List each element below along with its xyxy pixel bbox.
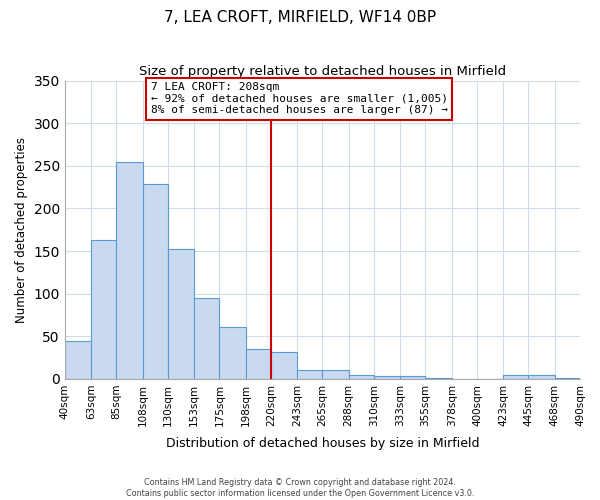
Bar — [425, 378, 452, 379]
Text: 7, LEA CROFT, MIRFIELD, WF14 0BP: 7, LEA CROFT, MIRFIELD, WF14 0BP — [164, 10, 436, 25]
Text: 7 LEA CROFT: 208sqm
← 92% of detached houses are smaller (1,005)
8% of semi-deta: 7 LEA CROFT: 208sqm ← 92% of detached ho… — [151, 82, 448, 116]
Title: Size of property relative to detached houses in Mirfield: Size of property relative to detached ho… — [139, 65, 506, 78]
Y-axis label: Number of detached properties: Number of detached properties — [15, 136, 28, 322]
Bar — [374, 376, 400, 379]
Bar — [580, 378, 600, 379]
Text: Contains HM Land Registry data © Crown copyright and database right 2024.
Contai: Contains HM Land Registry data © Crown c… — [126, 478, 474, 498]
Bar — [116, 162, 143, 379]
Bar — [245, 349, 271, 379]
Bar — [91, 240, 116, 379]
Bar — [271, 352, 297, 379]
Bar — [194, 298, 220, 379]
Bar — [400, 376, 425, 379]
Bar — [529, 374, 555, 379]
Bar — [220, 327, 245, 379]
Bar — [65, 340, 91, 379]
Bar — [555, 378, 580, 379]
Bar — [322, 370, 349, 379]
Bar — [297, 370, 322, 379]
Bar — [168, 250, 194, 379]
X-axis label: Distribution of detached houses by size in Mirfield: Distribution of detached houses by size … — [166, 437, 479, 450]
Bar — [349, 374, 374, 379]
Bar — [503, 374, 529, 379]
Bar — [143, 184, 168, 379]
